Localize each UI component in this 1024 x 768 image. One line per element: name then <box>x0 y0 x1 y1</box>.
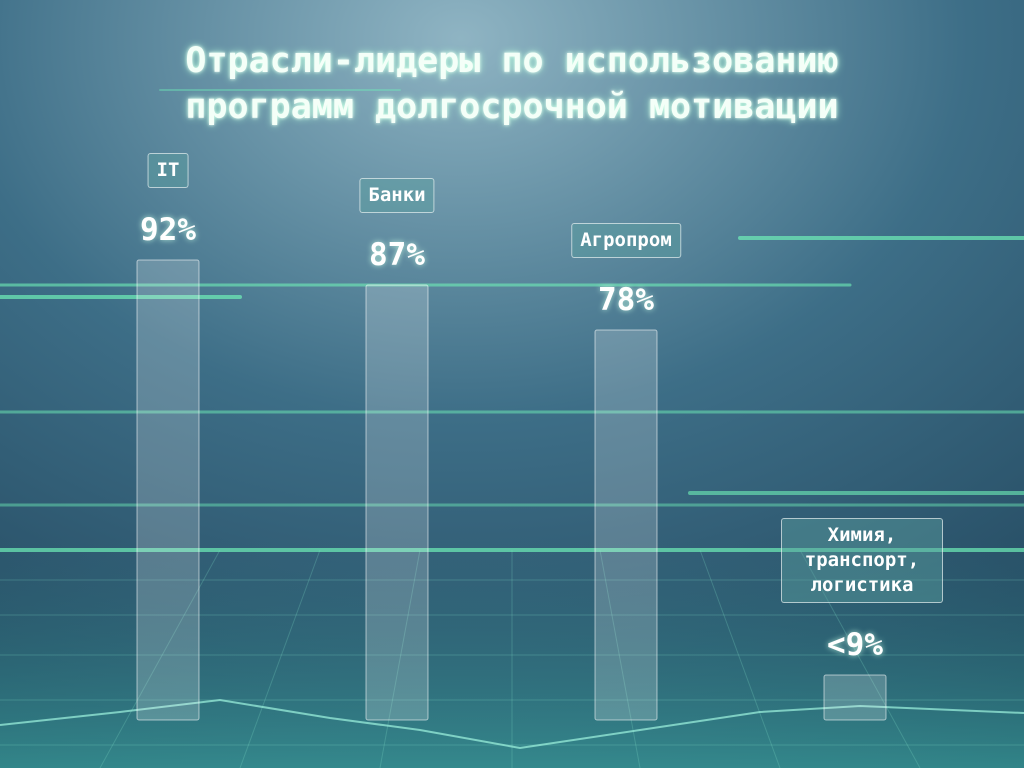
category-label: Агропром <box>571 223 681 258</box>
bars <box>136 259 887 721</box>
bar <box>594 329 658 721</box>
data-label: 92% <box>140 212 196 248</box>
data-label: 87% <box>369 237 425 273</box>
chart-title: Отрасли-лидеры по использованию программ… <box>185 41 839 127</box>
wave-line <box>0 698 1024 750</box>
data-label: <9% <box>827 627 883 663</box>
floor-glow <box>0 540 1024 768</box>
data-label: 78% <box>598 282 654 318</box>
floor-grid <box>0 549 1024 768</box>
category-label: Банки <box>359 178 435 213</box>
bar <box>823 674 887 721</box>
category-label: Химия, транспорт, логистика <box>781 518 943 603</box>
category-label: IT <box>147 153 189 188</box>
glow-lines <box>0 89 1024 552</box>
bar <box>136 259 200 721</box>
bar <box>365 284 429 721</box>
